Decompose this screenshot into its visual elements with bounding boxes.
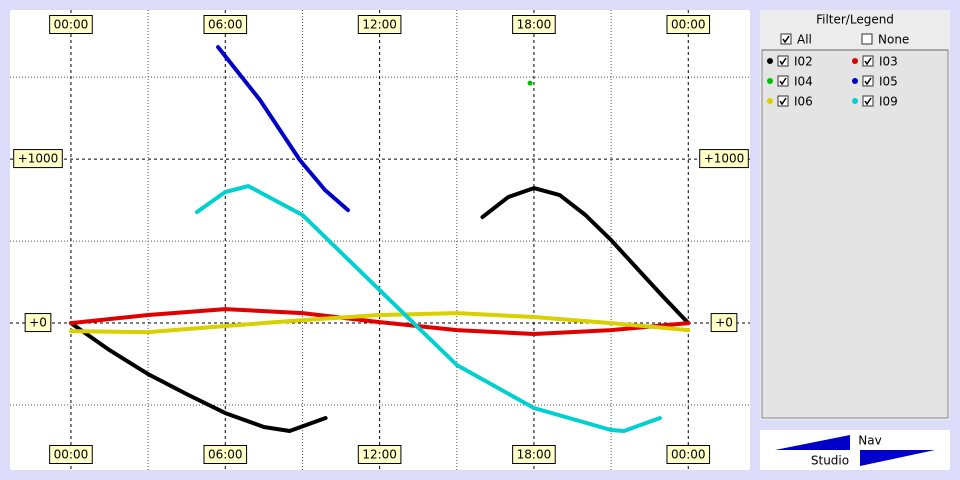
tick-label: +1000 bbox=[704, 152, 745, 166]
tick-label-box bbox=[512, 445, 556, 464]
logo-shape bbox=[775, 435, 850, 450]
tick-label: 18:00 bbox=[517, 18, 552, 32]
checkbox-box bbox=[861, 33, 873, 45]
tick-label: 00:00 bbox=[54, 448, 89, 462]
legend-checkbox[interactable] bbox=[862, 95, 874, 107]
legend-dot bbox=[852, 78, 858, 84]
tick-label: +1000 bbox=[18, 152, 59, 166]
checkbox-check bbox=[864, 77, 872, 86]
tick-label-box bbox=[512, 15, 556, 34]
checkbox-box bbox=[777, 75, 789, 87]
series-line bbox=[195, 184, 662, 433]
series-line bbox=[69, 321, 328, 433]
logo-shape bbox=[860, 450, 935, 466]
legend-checkbox[interactable] bbox=[777, 75, 789, 87]
tick-label: 06:00 bbox=[208, 448, 243, 462]
legend-label[interactable]: I03 bbox=[879, 55, 898, 69]
checkbox-check bbox=[779, 97, 787, 106]
tick-label-box bbox=[666, 445, 711, 464]
legend-label[interactable]: I06 bbox=[794, 95, 813, 109]
tick-label-box bbox=[49, 445, 93, 464]
tick-label-box bbox=[24, 313, 52, 333]
legend-checkbox[interactable] bbox=[777, 95, 789, 107]
checkbox-check bbox=[779, 57, 787, 66]
tick-label: 00:00 bbox=[671, 448, 706, 462]
plot: 00:00 00:00 06:00 06:00 12:00 12:00 18:00 18:00… bbox=[10, 10, 750, 470]
legend-checkbox[interactable] bbox=[777, 55, 789, 67]
filter-title: Filter/Legend bbox=[816, 13, 894, 27]
tick-label-box bbox=[203, 15, 248, 34]
tick-label: 00:00 bbox=[671, 18, 706, 32]
checkbox-check bbox=[782, 35, 790, 44]
checkbox-check bbox=[779, 77, 787, 86]
series-line bbox=[216, 45, 350, 213]
tick-label-box bbox=[203, 445, 248, 464]
data-point bbox=[527, 80, 533, 86]
tick-label: 18:00 bbox=[517, 448, 552, 462]
tick-label: 12:00 bbox=[362, 448, 397, 462]
filter-all-label[interactable]: All bbox=[797, 33, 812, 47]
legend: All None I02 I03 I04 I05 I06 I09 bbox=[767, 33, 909, 109]
tick-label: 12:00 bbox=[362, 18, 397, 32]
legend-label[interactable]: I09 bbox=[879, 95, 898, 109]
tick-label-box bbox=[699, 149, 749, 169]
tick-label: 06:00 bbox=[208, 18, 243, 32]
tick-label-box bbox=[13, 149, 63, 169]
series-line bbox=[69, 311, 691, 335]
tick-label-box bbox=[666, 15, 711, 34]
tick-label: 00:00 bbox=[54, 18, 89, 32]
legend-checkbox[interactable] bbox=[862, 55, 874, 67]
checkbox-box bbox=[862, 75, 874, 87]
series-line bbox=[480, 186, 691, 326]
checkbox-box bbox=[862, 95, 874, 107]
logo-top: Nav bbox=[858, 434, 881, 448]
checkbox-box bbox=[862, 55, 874, 67]
logo-bottom: Studio bbox=[811, 454, 849, 468]
legend-dot bbox=[852, 58, 858, 64]
tick-label-box bbox=[710, 313, 738, 333]
checkbox-box bbox=[780, 33, 792, 45]
legend-dot bbox=[767, 98, 773, 104]
legend-label[interactable]: I02 bbox=[794, 55, 813, 69]
tick-label-box bbox=[49, 15, 93, 34]
tick-label-box bbox=[357, 445, 402, 464]
tick-label-box bbox=[357, 15, 402, 34]
legend-dot bbox=[767, 58, 773, 64]
series-line bbox=[69, 307, 691, 336]
checkbox-box bbox=[777, 55, 789, 67]
filter-none[interactable] bbox=[861, 33, 873, 45]
checkbox-box bbox=[777, 95, 789, 107]
legend-box bbox=[761, 49, 949, 419]
legend-checkbox[interactable] bbox=[862, 75, 874, 87]
legend-dot bbox=[767, 78, 773, 84]
filter-all[interactable] bbox=[780, 33, 792, 45]
filter-none-label[interactable]: None bbox=[878, 33, 909, 47]
checkbox-check bbox=[864, 97, 872, 106]
legend-dot bbox=[852, 98, 858, 104]
tick-label: +0 bbox=[29, 316, 47, 330]
legend-label[interactable]: I05 bbox=[879, 75, 898, 89]
legend-label[interactable]: I04 bbox=[794, 75, 813, 89]
tick-label: +0 bbox=[715, 316, 733, 330]
checkbox-check bbox=[864, 57, 872, 66]
